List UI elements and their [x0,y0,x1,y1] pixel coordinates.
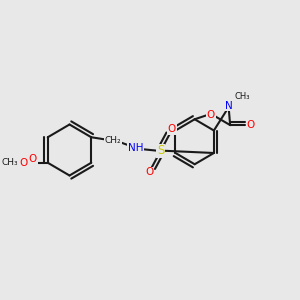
Text: CH₂: CH₂ [104,136,121,145]
Text: O: O [29,154,37,164]
Text: O: O [146,167,154,177]
Text: CH₃: CH₃ [1,158,18,167]
Text: O: O [207,110,215,120]
Text: O: O [246,120,254,130]
Text: N: N [225,100,232,111]
Text: CH₃: CH₃ [234,92,250,101]
Text: O: O [168,124,176,134]
Text: NH: NH [128,143,143,153]
Text: O: O [19,158,27,168]
Text: S: S [157,144,164,157]
